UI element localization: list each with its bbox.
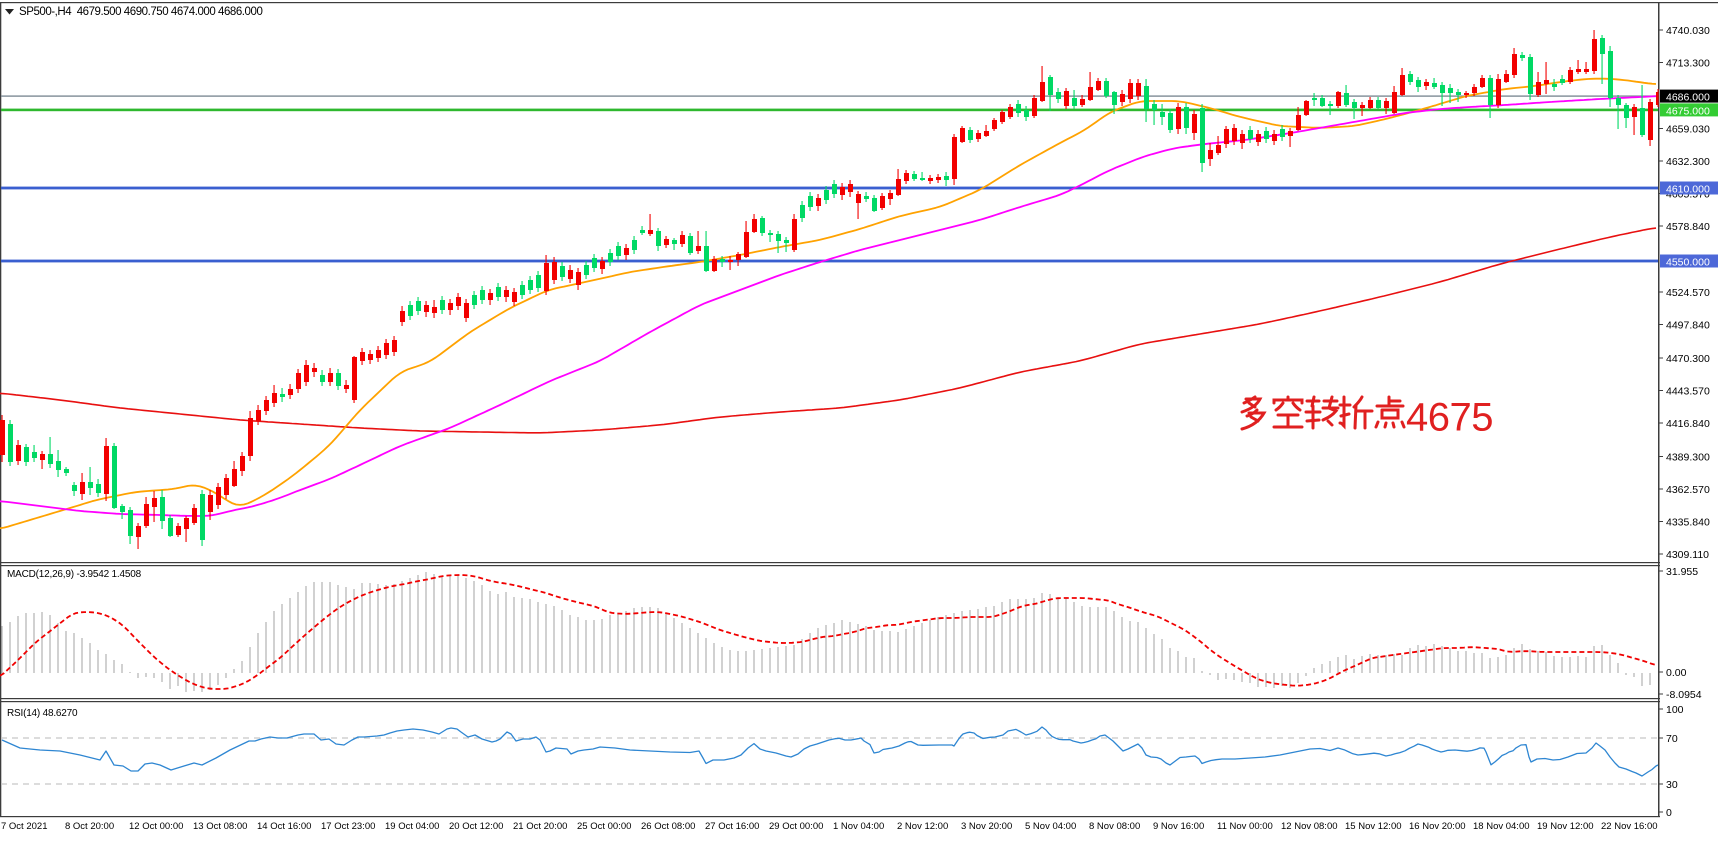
svg-text:-8.0954: -8.0954 xyxy=(1666,689,1702,701)
svg-text:4659.030: 4659.030 xyxy=(1666,124,1710,136)
svg-text:0.00: 0.00 xyxy=(1666,667,1687,679)
svg-text:27 Oct 16:00: 27 Oct 16:00 xyxy=(705,821,759,832)
svg-text:100: 100 xyxy=(1666,704,1684,716)
svg-text:4524.570: 4524.570 xyxy=(1666,287,1710,299)
svg-text:RSI(14) 48.6270: RSI(14) 48.6270 xyxy=(7,708,78,719)
svg-text:1 Nov 04:00: 1 Nov 04:00 xyxy=(833,821,884,832)
svg-text:12 Nov 08:00: 12 Nov 08:00 xyxy=(1281,821,1338,832)
svg-text:4578.840: 4578.840 xyxy=(1666,221,1710,233)
svg-text:4362.570: 4362.570 xyxy=(1666,484,1710,496)
svg-text:5 Nov 04:00: 5 Nov 04:00 xyxy=(1025,821,1076,832)
svg-text:70: 70 xyxy=(1666,733,1678,745)
svg-text:12 Oct 00:00: 12 Oct 00:00 xyxy=(129,821,183,832)
svg-text:26 Oct 08:00: 26 Oct 08:00 xyxy=(641,821,695,832)
svg-text:8 Oct 20:00: 8 Oct 20:00 xyxy=(65,821,114,832)
svg-text:4497.840: 4497.840 xyxy=(1666,320,1710,332)
svg-text:4335.840: 4335.840 xyxy=(1666,517,1710,529)
svg-text:4309.110: 4309.110 xyxy=(1666,549,1709,561)
svg-text:4675: 4675 xyxy=(1406,396,1493,440)
svg-text:21 Oct 20:00: 21 Oct 20:00 xyxy=(513,821,567,832)
svg-text:20 Oct 12:00: 20 Oct 12:00 xyxy=(449,821,503,832)
svg-text:11 Nov 00:00: 11 Nov 00:00 xyxy=(1217,821,1273,832)
svg-text:3 Nov 20:00: 3 Nov 20:00 xyxy=(961,821,1012,832)
svg-text:2 Nov 12:00: 2 Nov 12:00 xyxy=(897,821,948,832)
svg-text:16 Nov 20:00: 16 Nov 20:00 xyxy=(1409,821,1466,832)
svg-text:9 Nov 16:00: 9 Nov 16:00 xyxy=(1153,821,1204,832)
svg-text:19 Nov 12:00: 19 Nov 12:00 xyxy=(1537,821,1594,832)
svg-text:4686.000: 4686.000 xyxy=(1666,92,1710,104)
svg-text:18 Nov 04:00: 18 Nov 04:00 xyxy=(1473,821,1530,832)
svg-text:4740.030: 4740.030 xyxy=(1666,25,1710,37)
svg-text:8 Nov 08:00: 8 Nov 08:00 xyxy=(1089,821,1140,832)
svg-text:17 Oct 23:00: 17 Oct 23:00 xyxy=(321,821,375,832)
svg-text:4416.840: 4416.840 xyxy=(1666,418,1710,430)
svg-text:15 Nov 12:00: 15 Nov 12:00 xyxy=(1345,821,1402,832)
svg-text:4470.300: 4470.300 xyxy=(1666,353,1710,365)
svg-text:30: 30 xyxy=(1666,779,1678,791)
svg-text:14 Oct 16:00: 14 Oct 16:00 xyxy=(257,821,311,832)
svg-text:MACD(12,26,9) -3.9542 1.4508: MACD(12,26,9) -3.9542 1.4508 xyxy=(7,569,142,580)
svg-text:29 Oct 00:00: 29 Oct 00:00 xyxy=(769,821,823,832)
svg-text:4632.300: 4632.300 xyxy=(1666,156,1710,168)
svg-text:SP500-,H4 4679.500 4690.750 4: SP500-,H4 4679.500 4690.750 4674.000 468… xyxy=(19,6,262,18)
svg-text:4443.570: 4443.570 xyxy=(1666,386,1710,398)
svg-text:31.955: 31.955 xyxy=(1666,566,1698,578)
svg-text:25 Oct 00:00: 25 Oct 00:00 xyxy=(577,821,631,832)
svg-text:0: 0 xyxy=(1666,807,1672,819)
svg-text:13 Oct 08:00: 13 Oct 08:00 xyxy=(193,821,247,832)
svg-text:4675.000: 4675.000 xyxy=(1666,105,1710,117)
svg-text:4713.300: 4713.300 xyxy=(1666,58,1710,70)
svg-text:4389.300: 4389.300 xyxy=(1666,452,1710,464)
svg-text:19 Oct 04:00: 19 Oct 04:00 xyxy=(385,821,439,832)
svg-text:7 Oct 2021: 7 Oct 2021 xyxy=(1,821,47,832)
svg-text:4610.000: 4610.000 xyxy=(1666,184,1710,196)
svg-text:4550.000: 4550.000 xyxy=(1666,257,1710,269)
svg-text:22 Nov 16:00: 22 Nov 16:00 xyxy=(1601,821,1658,832)
